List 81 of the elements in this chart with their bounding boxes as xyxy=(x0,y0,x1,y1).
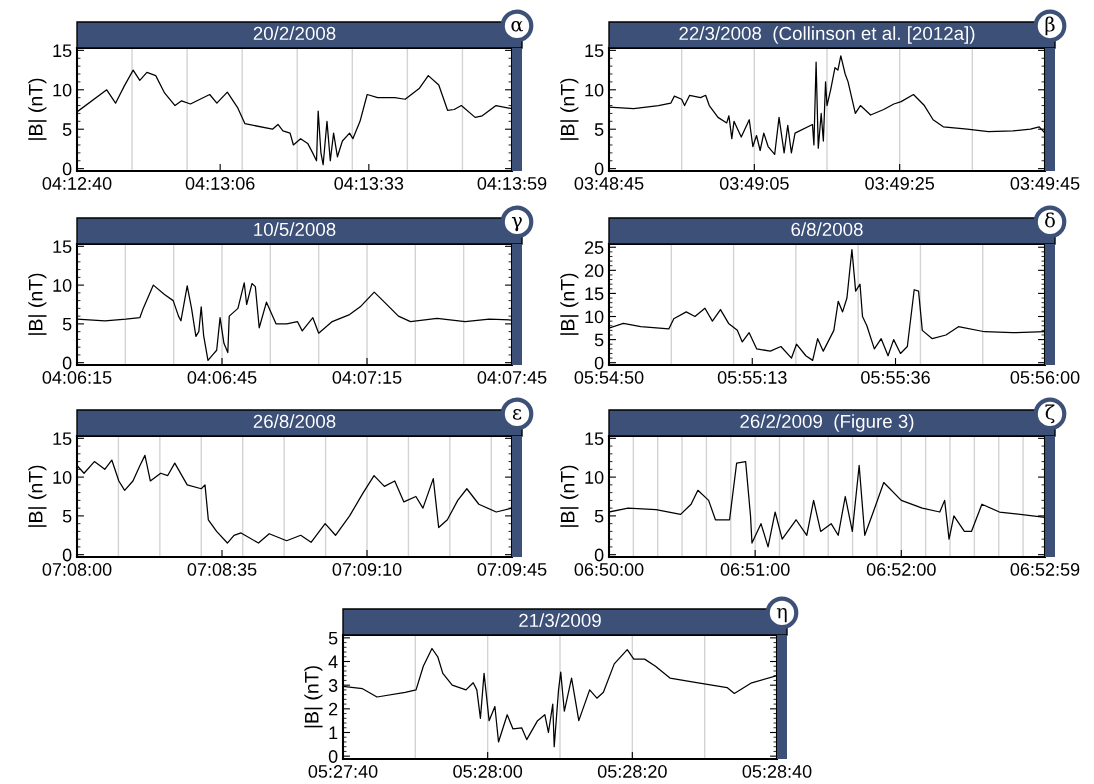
y-tick-label: 15 xyxy=(585,44,604,58)
x-tick-label: 07:09:45 xyxy=(477,563,547,576)
x-tick-label: 04:07:45 xyxy=(477,371,547,384)
x-tick-label: 05:54:50 xyxy=(574,371,644,384)
y-tick-label: 10 xyxy=(585,471,604,484)
x-tick-label: 05:28:20 xyxy=(597,765,667,778)
text: η xyxy=(776,607,787,623)
y-tick-label: 0 xyxy=(594,548,604,562)
chart-title: 6/8/2008 xyxy=(791,222,863,237)
y-tick-label: 5 xyxy=(594,123,604,136)
y-tick-label: 20 xyxy=(584,264,604,278)
text: α xyxy=(511,20,524,32)
text: ε xyxy=(512,409,522,420)
x-tick-label: 05:55:36 xyxy=(861,371,930,384)
y-tick-label: 15 xyxy=(53,432,72,446)
x-tick-label: 03:49:05 xyxy=(719,177,789,190)
x-tick-label: 04:12:40 xyxy=(42,177,112,190)
y-axis-title: |B| (nT) xyxy=(28,273,47,335)
y-tick-label: 5 xyxy=(594,510,604,523)
x-tick-label: 03:48:45 xyxy=(574,177,644,190)
chart-title: 20/2/2008 xyxy=(253,26,336,41)
y-axis-title: |B| (nT) xyxy=(28,465,47,527)
y-tick-label: 0 xyxy=(62,548,72,562)
text: ζ xyxy=(1045,404,1055,424)
x-tick-label: 05:28:00 xyxy=(453,765,523,778)
y-tick-label: 15 xyxy=(585,287,604,301)
text: δ xyxy=(1045,212,1055,228)
x-tick-label: 04:13:33 xyxy=(334,177,404,190)
y-axis-title: |B| (nT) xyxy=(28,78,47,140)
x-tick-label: 03:49:25 xyxy=(865,177,935,190)
y-axis-title: |B| (nT) xyxy=(560,78,579,140)
y-tick-label: 15 xyxy=(53,240,72,254)
text: γ xyxy=(511,217,522,232)
chart-title: 21/3/2009 xyxy=(519,613,601,628)
x-tick-label: 06:51:00 xyxy=(720,563,790,576)
y-axis-title: |B| (nT) xyxy=(304,666,323,728)
x-tick-label: 05:27:40 xyxy=(308,765,378,778)
y-axis-title: |B| (nT) xyxy=(560,465,579,527)
x-tick-label: 07:09:10 xyxy=(332,563,402,576)
x-tick-label: 07:08:00 xyxy=(42,563,112,576)
x-tick-label: 04:06:15 xyxy=(42,371,112,384)
y-tick-label: 25 xyxy=(584,241,604,254)
x-tick-label: 05:28:40 xyxy=(742,765,812,778)
y-tick-label: 1 xyxy=(329,726,338,740)
y-tick-label: 15 xyxy=(53,44,72,58)
chart-title: 26/8/2008 xyxy=(253,414,336,429)
x-tick-label: 04:07:15 xyxy=(332,371,402,384)
y-tick-label: 10 xyxy=(585,83,604,97)
x-tick-label: 04:13:06 xyxy=(185,177,255,190)
x-tick-label: 06:50:00 xyxy=(574,563,644,576)
y-axis-title: |B| (nT) xyxy=(560,273,579,335)
y-tick-label: 10 xyxy=(53,279,72,292)
y-tick-label: 0 xyxy=(62,162,72,176)
y-tick-label: 4 xyxy=(328,655,338,669)
y-tick-label: 10 xyxy=(53,83,72,97)
x-tick-label: 03:49:45 xyxy=(1010,177,1080,190)
x-tick-label: 04:13:59 xyxy=(477,177,547,190)
y-tick-label: 10 xyxy=(53,471,72,484)
x-tick-label: 07:08:35 xyxy=(187,563,257,576)
x-tick-label: 06:52:59 xyxy=(1010,563,1080,576)
y-tick-label: 5 xyxy=(328,631,338,645)
chart-title: 26/2/2009 (Figure 3) xyxy=(740,414,914,432)
text: β xyxy=(1045,16,1055,36)
y-tick-label: 5 xyxy=(62,510,72,523)
chart-title: 10/5/2008 xyxy=(254,222,336,237)
x-tick-label: 05:56:00 xyxy=(1010,371,1080,384)
y-tick-label: 2 xyxy=(329,702,338,716)
x-tick-label: 06:52:00 xyxy=(866,563,936,576)
y-tick-label: 0 xyxy=(594,162,604,176)
y-tick-label: 15 xyxy=(585,432,604,446)
y-tick-label: 10 xyxy=(585,310,604,324)
x-tick-label: 04:06:45 xyxy=(187,371,257,384)
y-tick-label: 5 xyxy=(594,333,604,347)
y-tick-label: 5 xyxy=(62,123,72,136)
y-tick-label: 5 xyxy=(62,318,72,331)
chart-title: 22/3/2008 (Collinson et al. [2012a]) xyxy=(679,26,975,44)
x-tick-label: 05:55:13 xyxy=(717,371,787,384)
y-tick-label: 0 xyxy=(328,750,338,763)
y-tick-label: 0 xyxy=(62,356,72,370)
y-tick-label: 3 xyxy=(328,679,338,692)
y-tick-label: 0 xyxy=(594,356,604,370)
